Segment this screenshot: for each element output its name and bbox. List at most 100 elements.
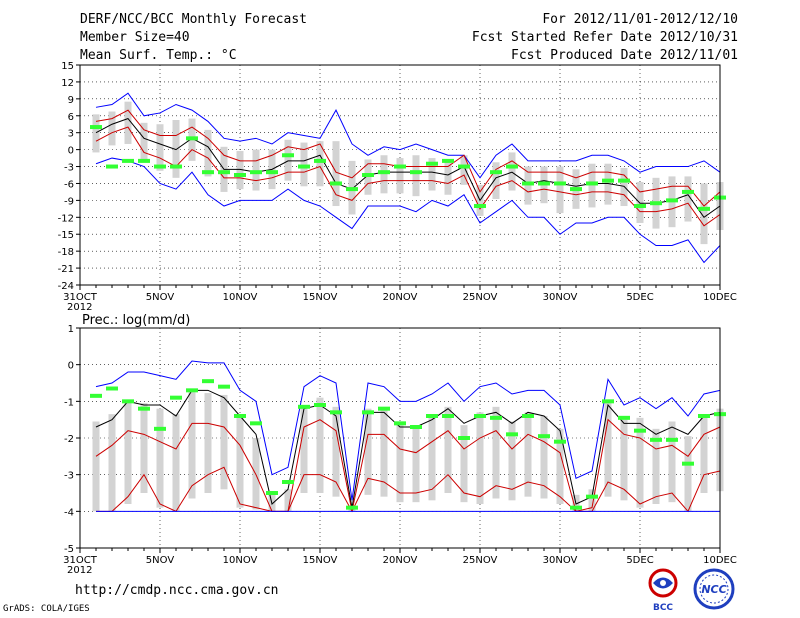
temp-xtick-label: 20NOV <box>383 292 418 303</box>
temp-observed-mark <box>170 164 182 169</box>
prec-observed-mark <box>122 399 134 404</box>
temp-ytick-label: 9 <box>68 95 74 106</box>
temp-observed-mark <box>362 173 374 177</box>
temp-line-lower-spread <box>95 126 721 227</box>
temp-spread-box <box>508 152 516 191</box>
prec-spread-box <box>396 425 404 503</box>
prec-spread-box <box>220 394 228 490</box>
prec-spread-box <box>428 417 436 501</box>
prec-observed-mark <box>362 410 374 415</box>
prec-spread-box <box>332 406 340 497</box>
prec-xtick-label: 25NOV <box>463 555 498 566</box>
temp-observed-mark <box>154 164 166 169</box>
temp-observed-mark <box>698 206 710 211</box>
temp-line-ensemble-max <box>95 92 721 179</box>
prec-observed-mark <box>154 426 166 431</box>
prec-ytick-label: 1 <box>68 324 74 335</box>
prec-observed-mark <box>266 491 278 495</box>
prec-line-upper-spread <box>95 418 721 512</box>
temp-spread-box <box>380 155 388 194</box>
temp-spread-box <box>524 166 532 205</box>
temp-ytick-label: -12 <box>58 213 74 224</box>
prec-observed-mark <box>330 410 342 415</box>
prec-observed-mark <box>90 393 102 398</box>
temp-observed-mark <box>394 164 406 169</box>
temp-spread-box <box>140 122 148 160</box>
prec-spread-box <box>316 397 324 493</box>
prec-spread-box <box>476 412 484 504</box>
prec-observed-mark <box>474 414 486 418</box>
prec-spread-box <box>140 403 148 493</box>
temp-observed-mark <box>218 170 230 175</box>
prec-observed-mark <box>410 425 422 429</box>
temp-observed-mark <box>426 161 438 166</box>
prec-panel-title: Prec.: log(mm/d) <box>82 313 190 328</box>
prec-spread-box <box>588 489 596 512</box>
temp-observed-mark <box>458 164 470 169</box>
temp-spread-box <box>444 160 452 195</box>
prec-observed-mark <box>650 437 662 442</box>
prec-spread-box <box>380 410 388 497</box>
temp-observed-mark <box>410 170 422 175</box>
prec-observed-mark <box>682 461 694 466</box>
prec-xtick-label: 10NOV <box>223 555 258 566</box>
temp-xtick-label: 15NOV <box>303 292 338 303</box>
prec-spread-box <box>620 419 628 501</box>
temp-observed-mark <box>442 158 454 163</box>
temp-spread-box <box>604 163 612 205</box>
ncc-logo-text: NCC <box>701 583 726 596</box>
temp-xtick-label: 5DEC <box>626 292 653 303</box>
temp-spread-box <box>252 149 260 191</box>
temp-observed-mark <box>554 181 566 186</box>
temp-line-ensemble-mean <box>95 118 721 219</box>
produced-date-label: Fcst Produced Date 2012/11/01 <box>511 48 738 63</box>
member-size-label: Member Size=40 <box>80 30 190 45</box>
prec-xtick-label: 31OCT <box>63 555 98 566</box>
temp-observed-mark <box>474 204 486 209</box>
prec-observed-mark <box>394 421 406 426</box>
prec-spread-box <box>508 421 516 501</box>
prec-observed-mark <box>218 384 230 389</box>
prec-spread-box <box>700 414 708 493</box>
temp-spread-box <box>300 142 308 187</box>
prec-spread-box <box>284 489 292 512</box>
prec-xtick-label: 10DEC <box>703 555 737 566</box>
temp-spread-box <box>492 162 500 199</box>
prec-observed-mark <box>426 414 438 418</box>
temp-spread-box <box>332 141 340 207</box>
temp-ytick-label: -21 <box>58 264 74 275</box>
temp-observed-mark <box>522 181 534 186</box>
temp-spread-box <box>156 124 164 171</box>
prec-ytick-label: -5 <box>64 544 74 555</box>
temp-xtick-label: 5NOV <box>146 292 175 303</box>
temp-observed-mark <box>234 173 246 177</box>
prec-spread-box <box>364 408 372 495</box>
prec-spread-box <box>556 428 564 504</box>
prec-observed-mark <box>554 439 566 444</box>
source-url[interactable]: http://cmdp.ncc.cma.gov.cn <box>75 583 279 598</box>
variable-label: Mean Surf. Temp.: °C <box>80 48 237 63</box>
temp-ytick-label: -9 <box>64 196 74 207</box>
ncc-logo: NCC <box>693 568 735 610</box>
temp-spread-box <box>428 158 436 191</box>
prec-observed-mark <box>666 437 678 442</box>
temp-spread-box <box>588 163 596 208</box>
prec-observed-mark <box>586 494 598 499</box>
prec-year-label: 2012 <box>67 565 92 576</box>
prec-spread-box <box>668 421 676 503</box>
prec-xtick-label: 20NOV <box>383 555 418 566</box>
prec-observed-mark <box>346 505 358 510</box>
prec-spread-box <box>636 417 644 508</box>
prec-observed-mark <box>170 395 182 400</box>
prec-observed-mark <box>202 379 214 384</box>
prec-spread-box <box>92 421 100 512</box>
temp-spread-box <box>172 120 180 178</box>
temp-observed-mark <box>650 201 662 206</box>
temp-observed-mark <box>618 178 630 183</box>
temp-xtick-label: 30NOV <box>543 292 578 303</box>
prec-spread-box <box>652 428 660 504</box>
temp-observed-mark <box>602 178 614 183</box>
prec-observed-mark <box>458 436 470 440</box>
temp-line-upper-spread <box>95 109 721 207</box>
prec-observed-mark <box>138 406 150 411</box>
